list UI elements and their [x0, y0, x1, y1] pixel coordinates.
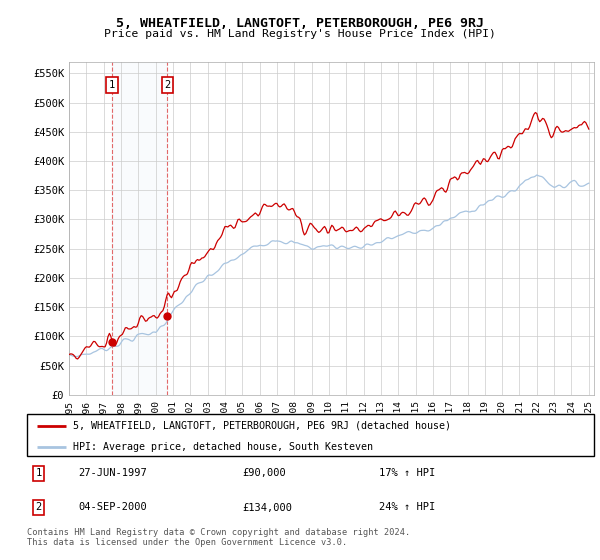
Text: 04-SEP-2000: 04-SEP-2000 — [78, 502, 147, 512]
Text: £134,000: £134,000 — [242, 502, 292, 512]
Text: 2: 2 — [35, 502, 42, 512]
Bar — [112, 62, 167, 395]
Text: 2: 2 — [164, 80, 170, 90]
Text: 24% ↑ HPI: 24% ↑ HPI — [379, 502, 435, 512]
Text: Price paid vs. HM Land Registry's House Price Index (HPI): Price paid vs. HM Land Registry's House … — [104, 29, 496, 39]
Text: 1: 1 — [109, 80, 115, 90]
Text: £90,000: £90,000 — [242, 468, 286, 478]
Text: 27-JUN-1997: 27-JUN-1997 — [78, 468, 147, 478]
Text: 5, WHEATFIELD, LANGTOFT, PETERBOROUGH, PE6 9RJ: 5, WHEATFIELD, LANGTOFT, PETERBOROUGH, P… — [116, 17, 484, 30]
Text: HPI: Average price, detached house, South Kesteven: HPI: Average price, detached house, Sout… — [73, 442, 373, 452]
Text: 17% ↑ HPI: 17% ↑ HPI — [379, 468, 435, 478]
Text: 1: 1 — [35, 468, 42, 478]
Text: 5, WHEATFIELD, LANGTOFT, PETERBOROUGH, PE6 9RJ (detached house): 5, WHEATFIELD, LANGTOFT, PETERBOROUGH, P… — [73, 421, 451, 431]
Text: Contains HM Land Registry data © Crown copyright and database right 2024.
This d: Contains HM Land Registry data © Crown c… — [27, 528, 410, 547]
